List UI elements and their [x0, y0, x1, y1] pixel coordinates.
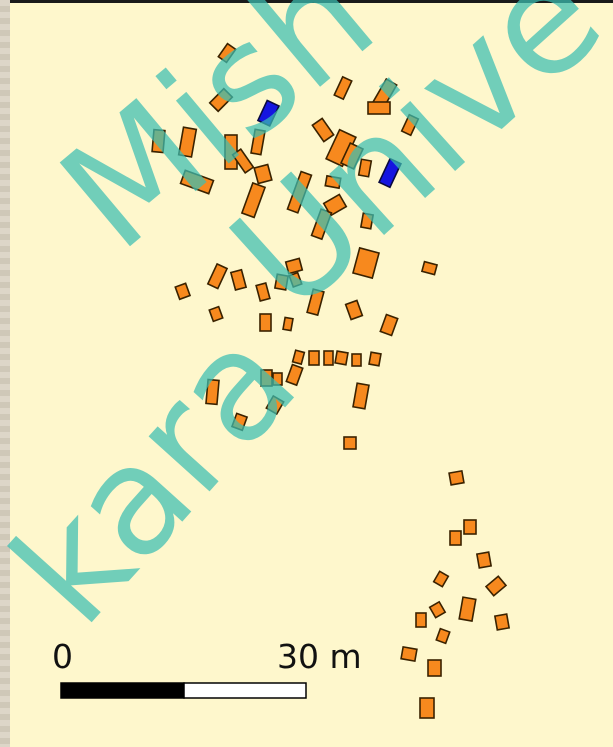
building — [256, 283, 270, 301]
building — [422, 262, 437, 275]
building — [420, 698, 434, 718]
building — [402, 115, 419, 136]
building — [260, 314, 271, 331]
building — [309, 351, 319, 365]
building — [242, 183, 265, 218]
scale-start-label: 0 — [52, 640, 73, 673]
building — [416, 613, 426, 627]
building — [436, 629, 450, 644]
building — [206, 380, 219, 405]
building — [368, 102, 390, 114]
building — [428, 660, 441, 676]
highlighted-building — [379, 159, 401, 188]
building — [477, 552, 491, 568]
building — [335, 351, 348, 365]
building — [369, 352, 381, 366]
building — [334, 77, 352, 99]
building — [430, 602, 446, 618]
building — [380, 314, 397, 335]
building — [325, 176, 341, 188]
building — [344, 437, 356, 449]
building — [450, 531, 461, 545]
building — [273, 373, 282, 385]
building — [353, 248, 379, 278]
building — [287, 171, 311, 212]
building — [175, 283, 190, 299]
building — [486, 576, 506, 595]
building — [275, 274, 288, 290]
building — [225, 135, 237, 169]
scale-bar-white-segment — [184, 683, 306, 698]
scale-bar-black-segment — [61, 683, 184, 698]
building — [312, 209, 332, 239]
building — [495, 614, 509, 630]
building — [449, 471, 464, 485]
building — [283, 317, 293, 330]
building — [251, 129, 265, 154]
scale-end-label: 30 m — [277, 640, 362, 673]
building — [359, 159, 372, 176]
highlighted-building — [258, 100, 279, 125]
building — [464, 520, 476, 534]
building — [218, 44, 235, 63]
building — [312, 118, 333, 141]
building — [210, 89, 233, 112]
building — [181, 170, 214, 193]
building — [261, 370, 272, 386]
building — [179, 127, 197, 157]
building — [266, 396, 283, 414]
building — [307, 289, 324, 315]
building — [361, 213, 373, 229]
building — [289, 273, 302, 287]
building — [208, 264, 227, 289]
building — [353, 383, 369, 409]
building — [254, 164, 272, 183]
building — [401, 647, 417, 661]
building — [286, 364, 302, 385]
building — [286, 258, 303, 273]
building — [352, 354, 361, 366]
building — [232, 413, 247, 430]
building — [293, 350, 305, 364]
building — [346, 300, 363, 319]
building — [231, 270, 246, 290]
building — [324, 351, 333, 365]
building — [209, 307, 223, 322]
building — [152, 130, 165, 153]
building — [434, 571, 449, 586]
building — [459, 597, 476, 621]
scale-bar — [61, 683, 306, 698]
